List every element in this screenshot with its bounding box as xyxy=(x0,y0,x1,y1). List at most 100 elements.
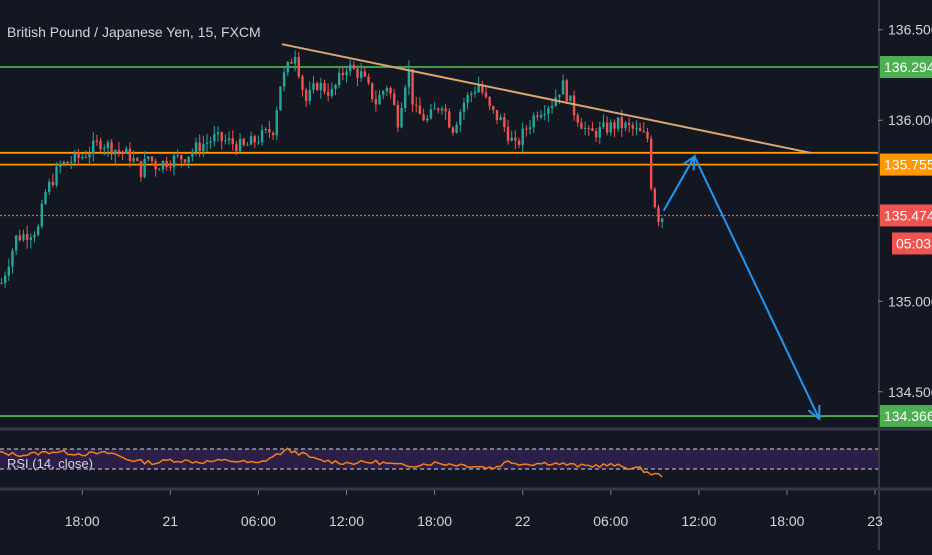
price-level-label: 135.755 xyxy=(884,157,932,173)
candle-body xyxy=(547,108,550,114)
candle-body xyxy=(209,141,212,143)
candle-body xyxy=(580,122,583,129)
candle-body xyxy=(470,93,473,96)
candle-body xyxy=(257,142,260,144)
candle-body xyxy=(499,116,502,121)
candle-body xyxy=(609,122,612,133)
price-level-label-bg xyxy=(880,405,932,428)
candle-body xyxy=(517,140,521,145)
candle-body xyxy=(172,155,176,168)
candle-body xyxy=(382,91,385,95)
candle-body xyxy=(315,83,319,91)
candle-body xyxy=(389,87,392,94)
candle-body xyxy=(356,68,359,78)
trend-line xyxy=(281,43,811,154)
candle-body xyxy=(411,69,414,105)
candle-body xyxy=(558,94,561,98)
candle-body xyxy=(415,104,418,106)
rsi-label: RSI (14, close) xyxy=(7,456,93,471)
candle-body xyxy=(319,83,323,91)
price-tick-label: 135.000 xyxy=(888,293,932,309)
candle-body xyxy=(297,56,300,77)
candle-body xyxy=(47,181,51,192)
candle-body xyxy=(418,105,422,115)
candle-body xyxy=(591,128,594,131)
candle-body xyxy=(323,83,326,92)
candle-body xyxy=(227,138,231,141)
candle-body xyxy=(657,207,660,222)
candle-body xyxy=(598,126,601,138)
candle-body xyxy=(459,111,462,125)
candle-body xyxy=(583,127,587,129)
candle-body xyxy=(462,102,466,112)
candle-body xyxy=(253,136,256,143)
candle-body xyxy=(345,71,348,76)
candle-body xyxy=(444,108,447,112)
candle-body xyxy=(14,235,18,251)
price-level-label-bg xyxy=(880,56,932,79)
candle-body xyxy=(132,158,135,162)
price-tick-label: 136.500 xyxy=(888,22,932,38)
candle-body xyxy=(128,148,132,162)
arrow-head-down xyxy=(807,404,821,422)
candle-body xyxy=(385,87,389,92)
candle-body xyxy=(488,96,491,107)
candle-body xyxy=(378,94,381,105)
candle-body xyxy=(348,64,352,72)
rsi-band xyxy=(0,449,878,469)
candle-body xyxy=(433,108,436,110)
candle-body xyxy=(92,140,95,154)
candle-body xyxy=(638,127,642,132)
candle-body xyxy=(627,122,631,125)
candle-body xyxy=(180,155,183,160)
candle-body xyxy=(40,203,44,227)
candle-body xyxy=(73,152,77,163)
candle-body xyxy=(286,61,289,73)
candle-body xyxy=(161,160,165,170)
candle-body xyxy=(220,132,223,142)
candle-body xyxy=(114,149,117,155)
candle-body xyxy=(121,151,124,154)
candle-body xyxy=(492,106,495,111)
candle-body xyxy=(576,115,579,123)
candle-body xyxy=(143,158,146,177)
candle-body xyxy=(572,95,576,116)
candle-body xyxy=(29,237,33,240)
price-tick-label: 134.500 xyxy=(888,384,932,400)
candle-body xyxy=(341,72,345,76)
candle-body xyxy=(205,142,209,144)
candle-body xyxy=(624,122,627,128)
candle-body xyxy=(33,234,36,238)
candle-body xyxy=(117,149,121,152)
candle-body xyxy=(242,138,245,145)
time-tick-label: 12:00 xyxy=(329,513,364,529)
candle-body xyxy=(183,159,187,163)
candle-body xyxy=(154,161,157,170)
price-level-label: 136.294 xyxy=(884,59,932,75)
candle-body xyxy=(587,127,590,129)
candle-body xyxy=(370,82,374,100)
projection-path xyxy=(662,154,821,420)
candle-body xyxy=(503,116,506,128)
candle-body xyxy=(532,115,535,128)
candle-body xyxy=(106,142,110,149)
candle-body xyxy=(95,140,99,142)
candle-body xyxy=(506,127,510,141)
time-tick-label: 18:00 xyxy=(769,513,804,529)
candle-body xyxy=(536,115,539,118)
candle-body xyxy=(334,85,337,89)
candle-body xyxy=(235,144,238,152)
candle-body xyxy=(260,130,264,143)
candle-body xyxy=(429,109,433,119)
time-tick-label: 23 xyxy=(867,513,883,529)
candle-body xyxy=(440,108,444,111)
candle-body xyxy=(330,88,334,96)
candle-body xyxy=(426,118,429,121)
candle-body xyxy=(407,69,411,88)
candle-body xyxy=(642,131,646,133)
candle-body xyxy=(198,142,201,152)
candle-body xyxy=(455,124,458,133)
chart-title: British Pound / Japanese Yen, 15, FXCM xyxy=(7,24,261,40)
